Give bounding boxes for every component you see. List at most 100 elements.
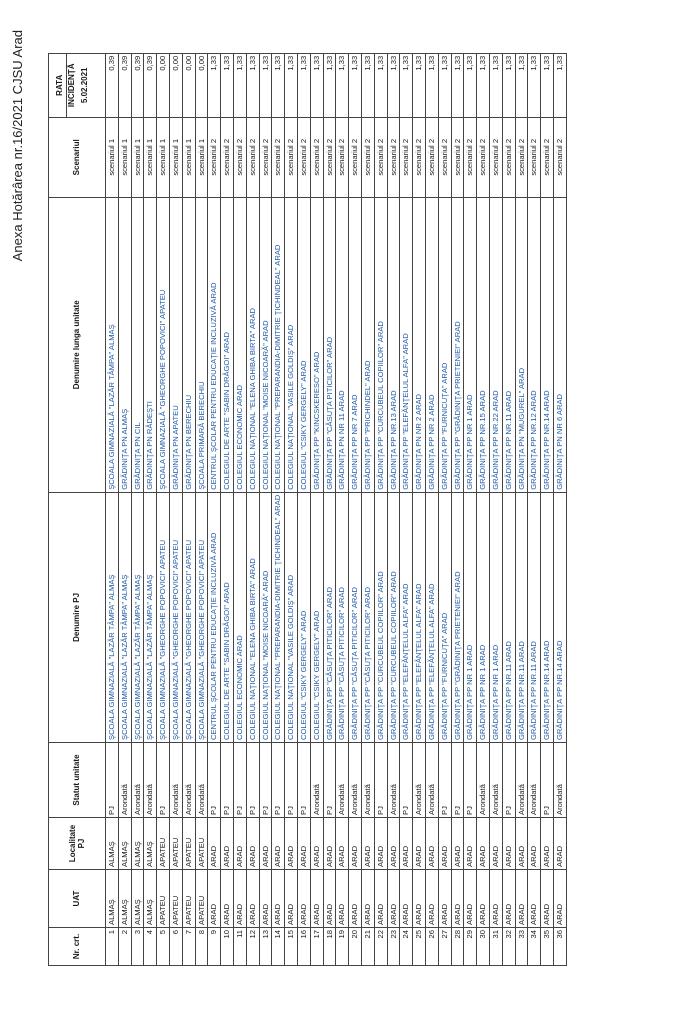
cell-rata: 1,33: [399, 53, 413, 118]
table-row: 10 ARAD ARAD PJ COLEGIUL DE ARTE "SABIN DRĂG…: [220, 53, 234, 966]
cell-denumire-pj: COLEGIUL NAŢIONAL "ELENA GHIBA BIRTA" AR…: [246, 492, 260, 743]
table-row: 35 ARAD ARAD PJ GRĂDINIŢA PP NR.14 ARAD GRĂDI…: [540, 53, 554, 966]
cell-localitate: ARAD: [438, 817, 452, 870]
table-row: 8 APATEU APATEU Arondată ŞCOALA GIMNAZIALĂ "…: [195, 53, 208, 966]
cell-denumire-lunga: GRĂDINIŢA PN NR 6 ARAD: [553, 197, 567, 493]
cell-rata: 0,39: [105, 53, 119, 118]
cell-scenariul: scenariul 2: [412, 117, 426, 198]
cell-uat: ARAD: [310, 869, 324, 928]
cell-localitate: ARAD: [387, 817, 400, 870]
cell-denumire-pj: GRĂDINIŢA PP NR.11 ARAD: [515, 492, 528, 743]
cell-uat: ARAD: [553, 869, 567, 928]
cell-scenariul: scenariul 2: [323, 117, 336, 198]
cell-nr: 23: [387, 927, 400, 966]
cell-statut: Arondată: [489, 742, 503, 818]
cell-scenariul: scenariul 1: [143, 117, 157, 198]
cell-denumire-lunga: GRĂDINIŢA PP "PRICHINDEL" ARAD: [361, 197, 375, 493]
cell-localitate: ARAD: [271, 817, 285, 870]
cell-statut: Arondată: [310, 742, 324, 818]
cell-rata: 1,33: [387, 53, 400, 118]
cell-statut: PJ: [105, 742, 119, 818]
cell-localitate: ARAD: [207, 817, 221, 870]
cell-rata: 0,39: [118, 53, 132, 118]
cell-statut: Arondată: [118, 742, 132, 818]
header-statut: Statut unitate: [48, 742, 106, 818]
table-row: 17 ARAD ARAD Arondată COLEGIUL "CSIKY GERGEL…: [310, 53, 324, 966]
cell-uat: ARAD: [220, 869, 234, 928]
cell-scenariul: scenariul 2: [425, 117, 439, 198]
cell-uat: ARAD: [438, 869, 452, 928]
cell-nr: 35: [540, 927, 554, 966]
table-row: 5 APATEU APATEU PJ ŞCOALA GIMNAZIALĂ "GHEORG…: [156, 53, 170, 966]
cell-denumire-pj: GRĂDINIŢA PP NR 1 ARAD: [463, 492, 477, 743]
cell-denumire-lunga: GRĂDINIŢA PP NR 2 ARAD: [425, 197, 439, 493]
cell-rata: 1,33: [335, 53, 349, 118]
cell-uat: ALMAŞ: [118, 869, 132, 928]
cell-scenariul: scenariul 1: [131, 117, 144, 198]
cell-denumire-lunga: GRĂDINIŢA PN RĂDEŞTI: [143, 197, 157, 493]
cell-uat: APATEU: [182, 869, 196, 928]
cell-localitate: ARAD: [220, 817, 234, 870]
cell-scenariul: scenariul 1: [118, 117, 132, 198]
cell-rata: 1,33: [502, 53, 515, 118]
table-row: 13 ARAD ARAD PJ COLEGIUL NAŢIONAL "MOISE NIC…: [259, 53, 272, 966]
cell-uat: ARAD: [451, 869, 464, 928]
cell-rata: 0,39: [143, 53, 157, 118]
cell-denumire-pj: GRĂDINIŢA PP "CĂSUŢA PITICILOR" ARAD: [361, 492, 375, 743]
cell-denumire-lunga: GRĂDINIŢA PP NR.15 ARAD: [476, 197, 490, 493]
cell-rata: 1,33: [297, 53, 311, 118]
cell-nr: 25: [412, 927, 426, 966]
table-row: 18 ARAD ARAD PJ GRĂDINIŢA PP "CĂSUŢA PITICIL…: [323, 53, 336, 966]
cell-scenariul: scenariul 2: [207, 117, 221, 198]
cell-denumire-lunga: COLEGIUL "CSIKY GERGELY" ARAD: [297, 197, 311, 493]
table-row: 21 ARAD ARAD Arondată GRĂDINIŢA PP "CĂSUŢA P…: [361, 53, 375, 966]
cell-rata: 1,33: [271, 53, 285, 118]
cell-denumire-pj: GRĂDINIŢA PP "GRĂDINIŢA PRIETENIEI" ARAD: [451, 492, 464, 743]
cell-rata: 1,33: [438, 53, 452, 118]
cell-nr: 28: [451, 927, 464, 966]
table-row: 11 ARAD ARAD PJ COLEGIUL ECONOMIC ARAD COLEGI…: [233, 53, 247, 966]
cell-denumire-lunga: GRĂDINIŢA PN CIL: [131, 197, 144, 493]
cell-uat: ARAD: [489, 869, 503, 928]
table-row: 19 ARAD ARAD Arondată GRĂDINIŢA PP "CĂSUŢA P…: [335, 53, 349, 966]
cell-denumire-lunga: COLEGIUL NAŢIONAL "ELENA GHIBA BIRTA" AR…: [246, 197, 260, 493]
cell-nr: 13: [259, 927, 272, 966]
cell-nr: 33: [515, 927, 528, 966]
cell-uat: ARAD: [246, 869, 260, 928]
cell-denumire-pj: GRĂDINIŢA PP "ELEFĂNŢELUL ALFA" ARAD: [412, 492, 426, 743]
cell-uat: ARAD: [361, 869, 375, 928]
cell-scenariul: scenariul 2: [297, 117, 311, 198]
cell-uat: ALMAŞ: [143, 869, 157, 928]
cell-scenariul: scenariul 2: [271, 117, 285, 198]
cell-denumire-pj: COLEGIUL DE ARTE "SABIN DRĂGOI" ARAD: [220, 492, 234, 743]
cell-nr: 6: [169, 927, 183, 966]
header-nr: Nr. crt.: [48, 927, 106, 966]
cell-rata: 1,33: [463, 53, 477, 118]
table-row: 28 ARAD ARAD PJ GRĂDINIŢA PP "GRĂDINIŢA PRIE…: [451, 53, 464, 966]
cell-uat: ALMAŞ: [131, 869, 144, 928]
cell-scenariul: scenariul 2: [220, 117, 234, 198]
cell-denumire-lunga: GRĂDINIŢA PP NR.11 ARAD: [502, 197, 515, 493]
cell-denumire-lunga: COLEGIUL NAŢIONAL "VASILE GOLDIŞ" ARAD: [284, 197, 298, 493]
cell-uat: ARAD: [412, 869, 426, 928]
header-localitate: Localitate PJ: [48, 817, 106, 870]
cell-rata: 1,33: [425, 53, 439, 118]
cell-nr: 9: [207, 927, 221, 966]
cell-localitate: APATEU: [156, 817, 170, 870]
cell-localitate: ALMAŞ: [131, 817, 144, 870]
table-body: 1 ALMAŞ ALMAŞ PJ ŞCOALA GIMNAZIALĂ "LAZĂR TÂ…: [105, 53, 567, 966]
cell-uat: ARAD: [425, 869, 439, 928]
table-row: 12 ARAD ARAD PJ COLEGIUL NAŢIONAL "ELENA GHI…: [246, 53, 260, 966]
cell-nr: 4: [143, 927, 157, 966]
cell-scenariul: scenariul 1: [105, 117, 119, 198]
cell-nr: 1: [105, 927, 119, 966]
cell-denumire-lunga: COLEGIUL ECONOMIC ARAD: [233, 197, 247, 493]
cell-denumire-pj: ŞCOALA GIMNAZIALĂ "LAZĂR TÂMPA" ALMAŞ: [118, 492, 132, 743]
cell-denumire-lunga: GRĂDINIŢA PP NR.14 ARAD: [540, 197, 554, 493]
cell-statut: Arondată: [387, 742, 400, 818]
cell-denumire-pj: GRĂDINIŢA PP NR.11 ARAD: [527, 492, 541, 743]
cell-denumire-lunga: GRĂDINIŢA PP "KINCSKERESO" ARAD: [310, 197, 324, 493]
cell-rata: 1,33: [476, 53, 490, 118]
cell-localitate: ARAD: [335, 817, 349, 870]
